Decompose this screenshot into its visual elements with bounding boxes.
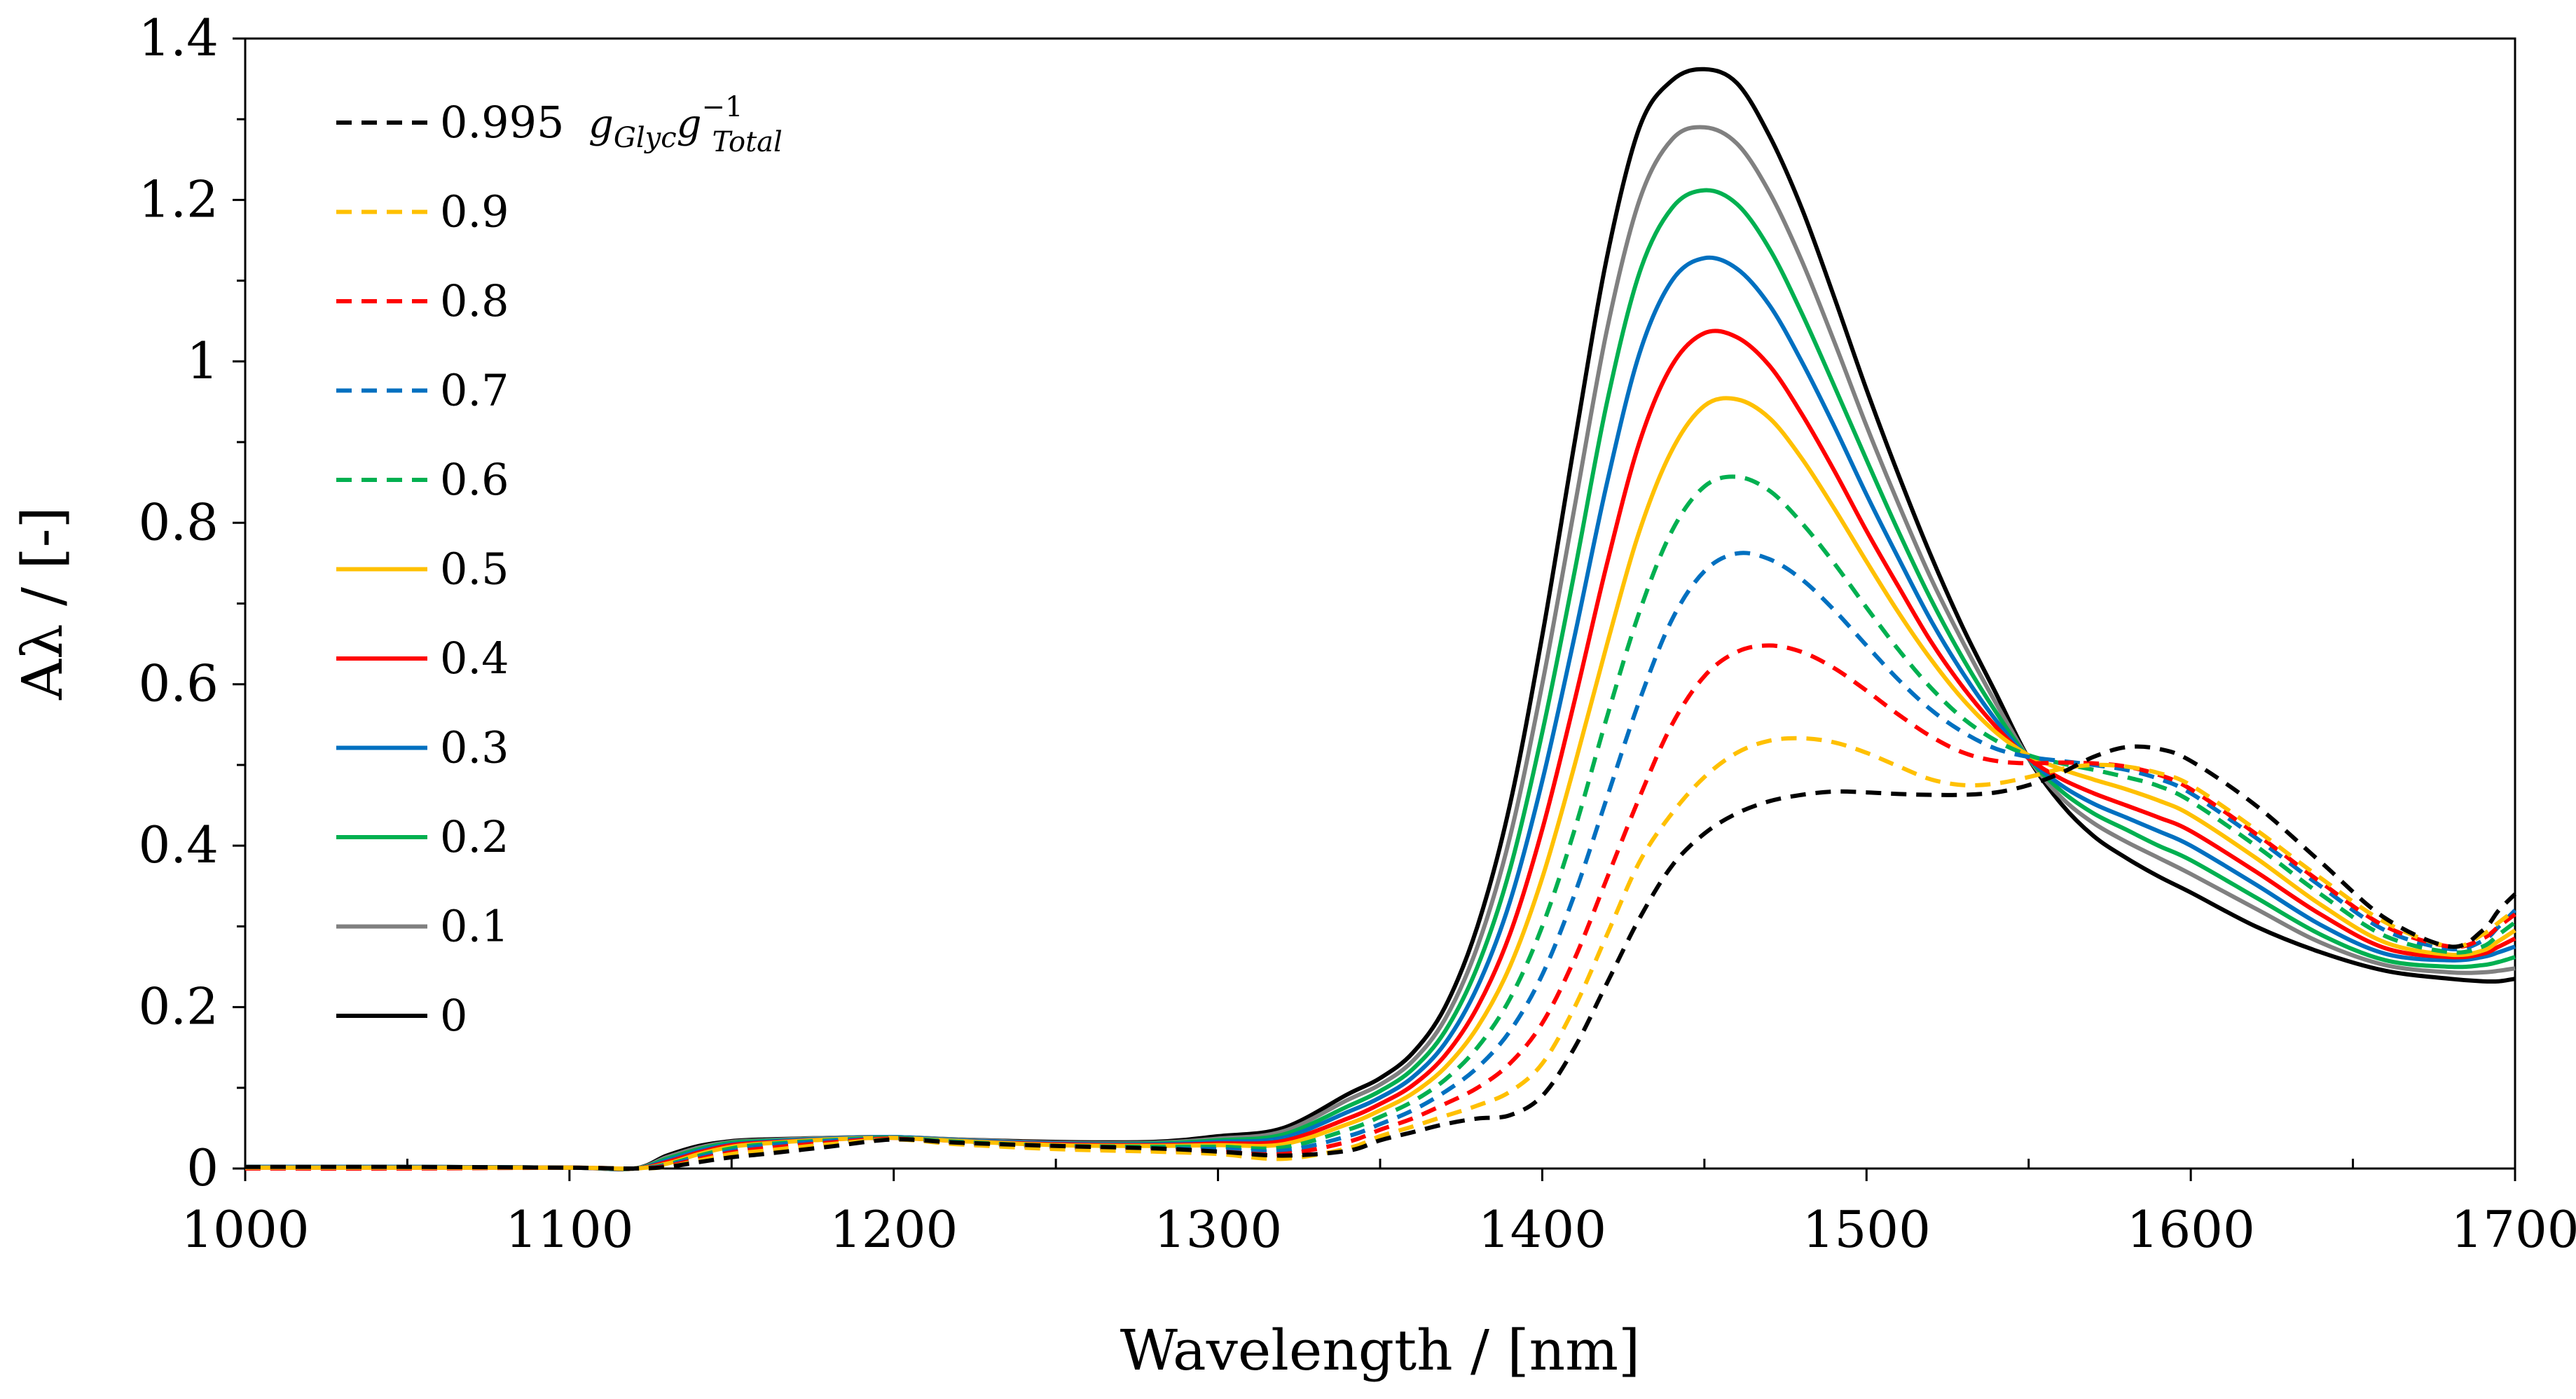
x-tick-label: 1000: [181, 1200, 309, 1259]
legend-label: 0.4: [440, 633, 509, 684]
legend-label: 0.8: [440, 275, 509, 326]
x-tick-label: 1100: [505, 1200, 633, 1259]
x-tick-label: 1500: [1803, 1200, 1931, 1259]
legend-label: 0.3: [440, 722, 509, 773]
legend-label: 0.9: [440, 186, 509, 237]
y-axis-title: Aλ / [-]: [10, 506, 75, 701]
legend: 0.995 0.9 0.8 0.7 0.6 0.5 0.4 0.3 0.2 0.1 0 gGlycg−…: [336, 91, 783, 1041]
legend-label: 0.7: [440, 365, 509, 416]
series-line-0_3: [244, 255, 2516, 1171]
y-tick-label: 0.2: [138, 977, 219, 1036]
legend-label: 0.2: [440, 811, 509, 862]
x-tick-label: 1700: [2451, 1200, 2576, 1259]
x-tick-label: 1200: [829, 1200, 958, 1259]
x-tick-label: 1400: [1478, 1200, 1606, 1259]
y-tick-label: 0: [186, 1138, 219, 1197]
legend-label: 0.6: [440, 454, 509, 505]
legend-label: 0: [440, 990, 467, 1041]
y-tick-label: 0.6: [138, 654, 219, 713]
series-line-0_995: [244, 744, 2517, 1171]
series-line-0_1: [244, 125, 2516, 1171]
y-tick-label: 1.2: [138, 170, 219, 228]
series-line-0_2: [244, 188, 2516, 1171]
series-line-0_7: [245, 551, 2517, 1171]
x-axis: 1000 1100 1200 1300 1400 1500 1600 1700: [181, 1159, 2576, 1259]
series-line-0_9: [245, 736, 2516, 1171]
x-tick-label: 1300: [1154, 1200, 1282, 1259]
x-axis-title: Wavelength / [nm]: [1120, 1318, 1640, 1383]
series-line-0_4: [245, 329, 2516, 1171]
series-line-0: [244, 67, 2516, 1172]
y-tick-label: 1: [186, 331, 219, 390]
y-tick-label: 0.4: [138, 815, 219, 874]
legend-unit-label: gGlycg−1 Total: [588, 91, 783, 158]
legend-label: 0.1: [440, 901, 509, 952]
series-line-0_6: [245, 474, 2516, 1171]
y-tick-label: 1.4: [138, 8, 219, 67]
x-tick-label: 1600: [2127, 1200, 2255, 1259]
y-axis: 0 0.2 0.4 0.6 0.8 1 1.2 1.4: [138, 8, 245, 1197]
plot-frame: [244, 37, 2516, 1170]
y-tick-label: 0.8: [138, 492, 219, 551]
legend-label: 0.995: [440, 97, 565, 148]
legend-label: 0.5: [440, 544, 509, 595]
series-layer: [244, 67, 2517, 1172]
